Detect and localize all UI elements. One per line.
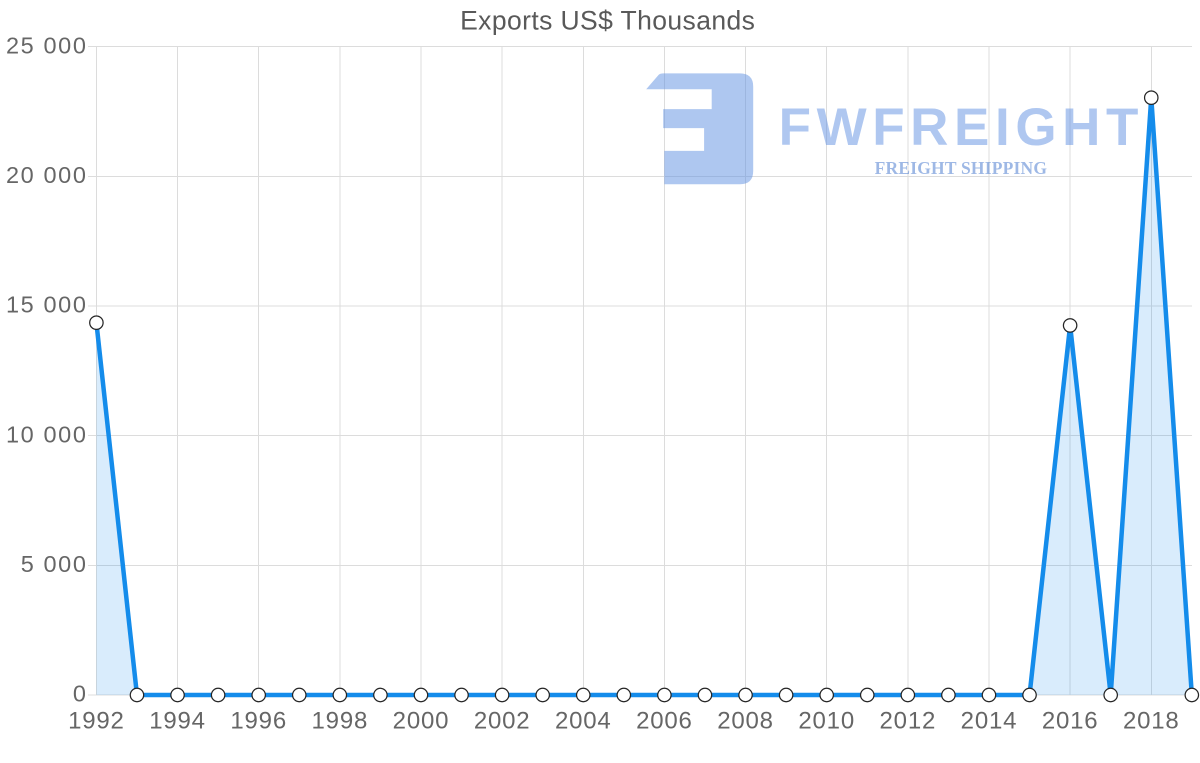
svg-text:FWFREIGHT: FWFREIGHT bbox=[779, 98, 1144, 157]
svg-text:1994: 1994 bbox=[149, 708, 206, 735]
svg-text:1992: 1992 bbox=[68, 708, 125, 735]
svg-text:2010: 2010 bbox=[798, 708, 855, 735]
svg-text:20 000: 20 000 bbox=[6, 162, 87, 188]
svg-text:25 000: 25 000 bbox=[6, 32, 87, 58]
svg-text:2012: 2012 bbox=[880, 708, 937, 735]
svg-text:0: 0 bbox=[73, 681, 88, 707]
svg-text:2002: 2002 bbox=[474, 708, 531, 735]
svg-text:2018: 2018 bbox=[1123, 708, 1180, 735]
svg-text:5 000: 5 000 bbox=[21, 551, 88, 577]
svg-text:1996: 1996 bbox=[230, 708, 287, 735]
svg-text:Exports US$ Thousands: Exports US$ Thousands bbox=[460, 5, 755, 35]
svg-text:1998: 1998 bbox=[312, 708, 369, 735]
svg-text:2000: 2000 bbox=[393, 708, 450, 735]
svg-text:2016: 2016 bbox=[1042, 708, 1099, 735]
svg-text:2004: 2004 bbox=[555, 708, 612, 735]
svg-text:15 000: 15 000 bbox=[6, 292, 87, 318]
svg-text:2006: 2006 bbox=[636, 708, 693, 735]
svg-text:2008: 2008 bbox=[717, 708, 774, 735]
svg-text:2014: 2014 bbox=[961, 708, 1018, 735]
svg-text:FREIGHT SHIPPING: FREIGHT SHIPPING bbox=[875, 158, 1048, 178]
svg-text:10 000: 10 000 bbox=[6, 421, 87, 447]
